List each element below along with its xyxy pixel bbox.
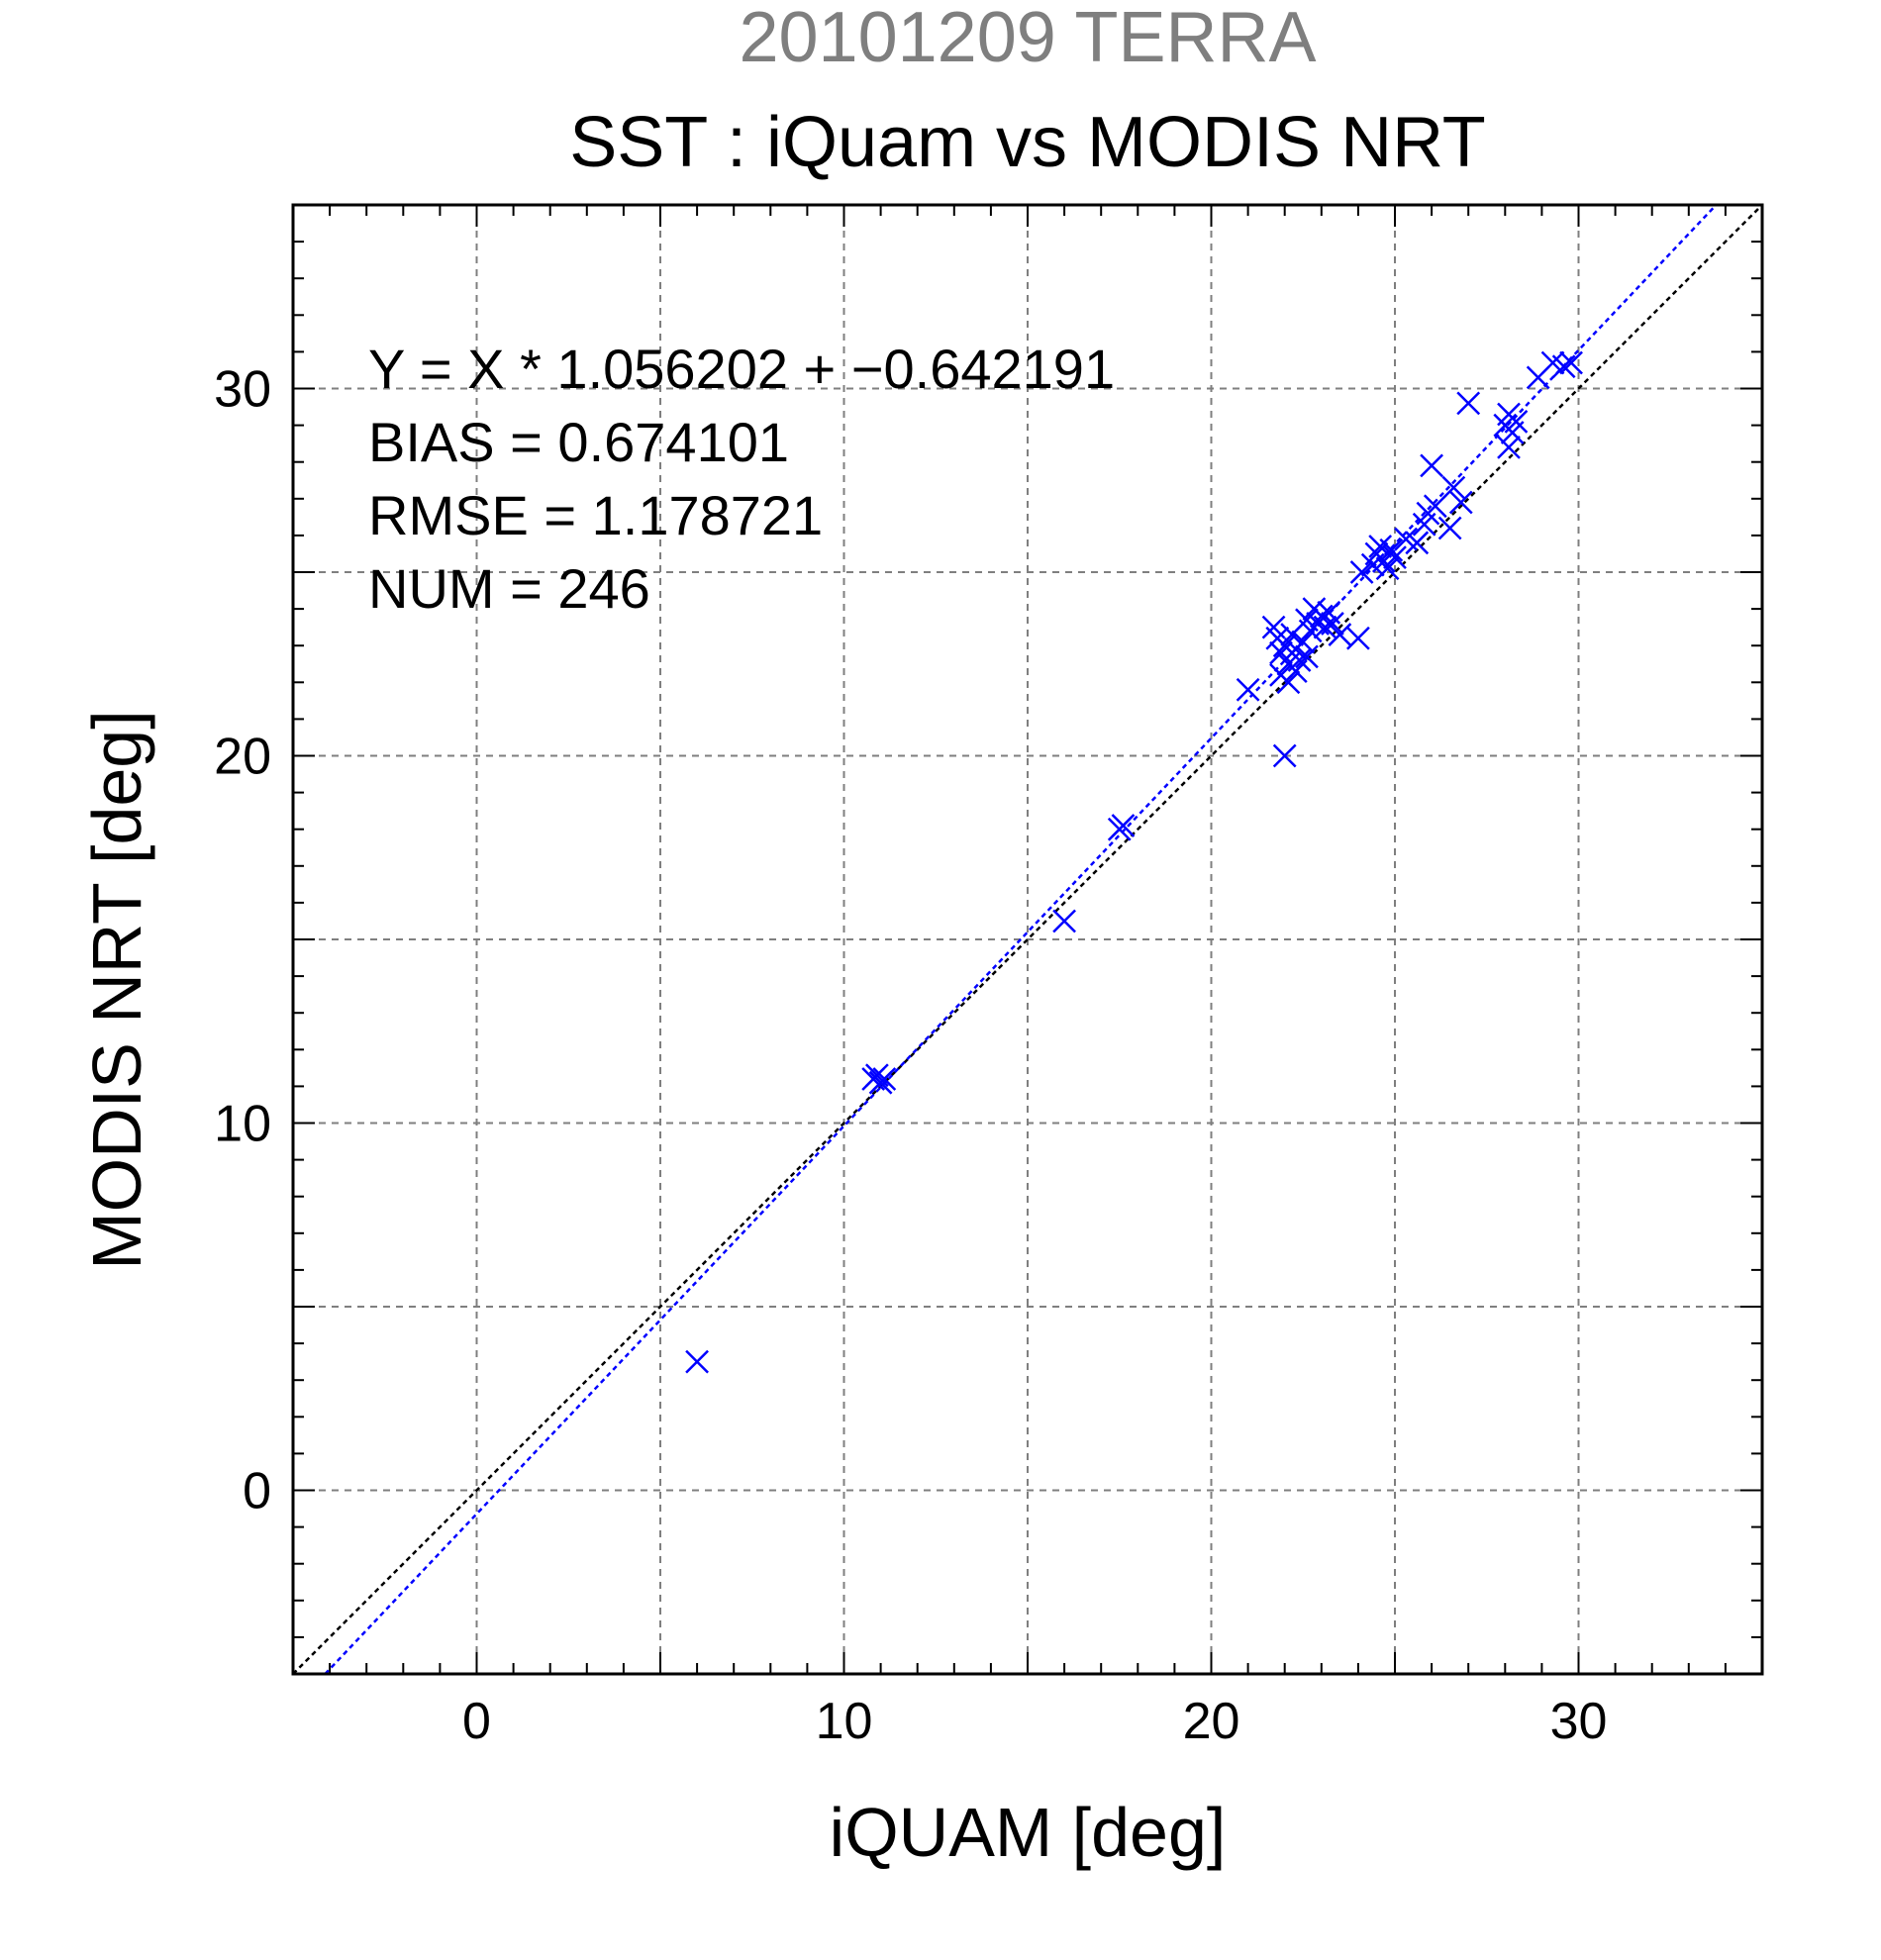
data-point [685, 1349, 709, 1374]
data-point [1504, 410, 1529, 434]
x-tick-label: 30 [1550, 1693, 1608, 1750]
data-point [1375, 556, 1400, 581]
data-point [1328, 623, 1352, 646]
y-tick-label: 10 [214, 1096, 271, 1153]
regression-line [324, 204, 1718, 1675]
data-point [1379, 538, 1404, 562]
stats-block: Y = X * 1.056202 + −0.642191 BIAS = 0.67… [368, 338, 1115, 620]
data-point [1420, 453, 1443, 478]
x-tick-label: 10 [816, 1693, 873, 1750]
rmse-value: RMSE = 1.178721 [368, 484, 823, 546]
data-point [1295, 644, 1319, 669]
data-point [1346, 626, 1370, 650]
data-point [1272, 743, 1297, 768]
data-point [1313, 615, 1337, 639]
chart-subtitle: SST : iQuam vs MODIS NRT [569, 103, 1486, 182]
reference-lines [292, 204, 1763, 1675]
bias-value: BIAS = 0.674101 [368, 411, 789, 473]
x-tick-label: 20 [1183, 1693, 1240, 1750]
data-point [1437, 516, 1462, 540]
y-axis-label: MODIS NRT [deg] [78, 710, 155, 1269]
data-point [1321, 612, 1344, 636]
data-point [1497, 435, 1521, 459]
x-tick-label: 0 [462, 1693, 491, 1750]
data-points [685, 350, 1583, 1374]
data-point [1349, 560, 1374, 584]
data-point [1383, 545, 1407, 570]
data-point [1448, 490, 1473, 515]
gridlines [293, 205, 1762, 1674]
y-tick-label: 20 [214, 729, 271, 786]
chart-title: 20101209 TERRA [739, 0, 1316, 77]
tick-labels: 0 10 20 30 0 10 20 30 [214, 361, 1607, 1751]
data-point [1559, 350, 1583, 375]
regression-equation: Y = X * 1.056202 + −0.642191 [368, 338, 1115, 400]
data-point [1405, 531, 1430, 555]
data-point [1283, 659, 1308, 684]
x-axis-label: iQUAM [deg] [830, 1794, 1227, 1871]
data-point [1423, 494, 1447, 519]
data-point [1291, 630, 1316, 654]
data-point [865, 1063, 889, 1088]
y-tick-label: 30 [214, 361, 271, 419]
data-point [872, 1067, 897, 1091]
num-value: NUM = 246 [368, 557, 650, 620]
data-point [1269, 640, 1293, 665]
data-point [1236, 677, 1260, 702]
identity-line [292, 204, 1763, 1675]
plot-frame [291, 203, 1764, 1676]
data-point [1551, 354, 1576, 379]
data-point [1441, 475, 1466, 500]
y-tick-label: 0 [243, 1463, 271, 1520]
data-point [1052, 909, 1076, 933]
data-point [1456, 391, 1481, 416]
data-point [1276, 670, 1301, 695]
data-point [1111, 814, 1136, 837]
